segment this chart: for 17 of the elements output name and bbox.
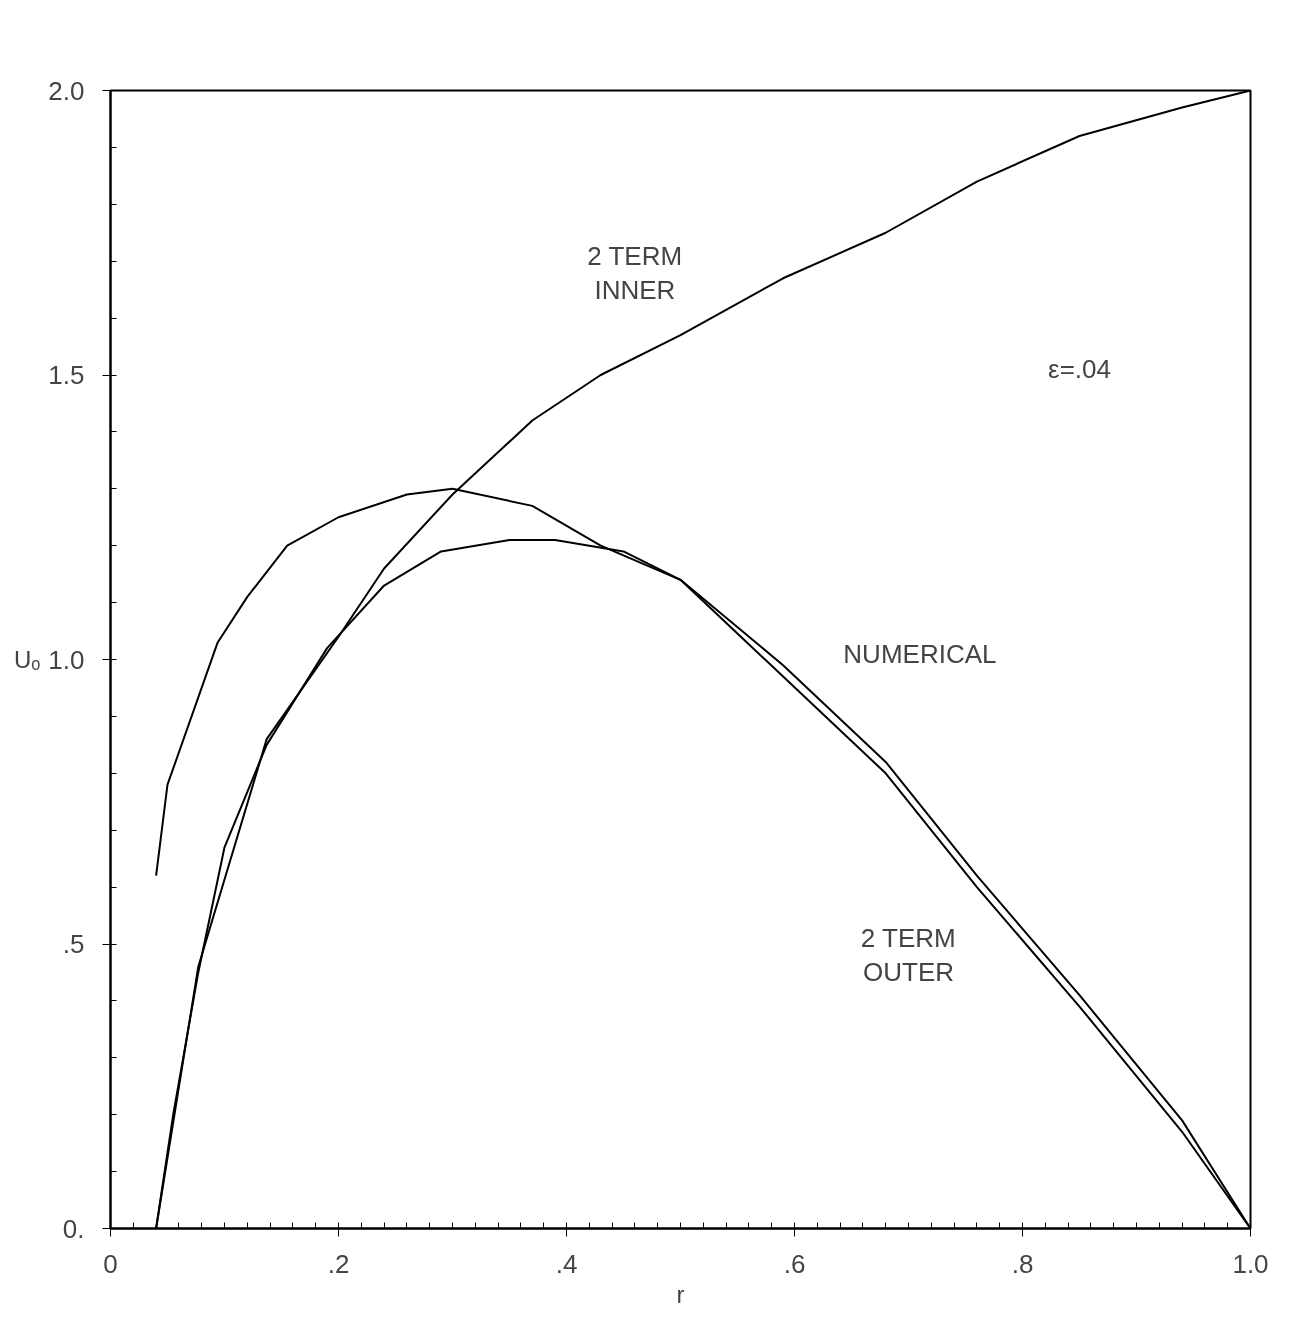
y-tick-label: 2.0 [48, 75, 85, 106]
y-tick-label: 0. [62, 1213, 85, 1244]
x-tick-label: .8 [1011, 1248, 1034, 1279]
annotation: 2 TERM OUTER [860, 923, 956, 988]
x-tick-label: 1.0 [1232, 1248, 1269, 1279]
annotation: ε=.04 [1048, 354, 1111, 385]
y-axis-title: Uₒ [13, 646, 41, 673]
annotation: NUMERICAL [843, 638, 997, 669]
x-tick-label: 0 [103, 1248, 118, 1279]
y-tick-label: .5 [62, 929, 85, 959]
y-tick-label: 1.5 [48, 360, 85, 390]
x-tick-label: .6 [783, 1248, 806, 1279]
y-tick-label: 1.0 [48, 644, 85, 675]
x-axis-title: r [676, 1280, 685, 1308]
x-tick-label: .4 [555, 1248, 578, 1279]
annotation: 2 TERM INNER [587, 240, 683, 305]
x-tick-label: .2 [327, 1248, 350, 1279]
